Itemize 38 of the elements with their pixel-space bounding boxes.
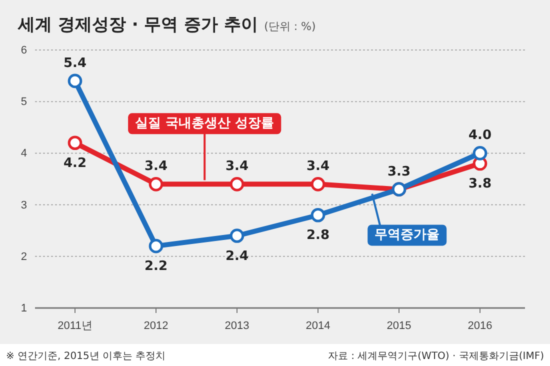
- x-tick-label: 2015: [386, 320, 412, 332]
- x-tick-label: 2011년: [58, 320, 92, 332]
- point: [230, 228, 244, 243]
- y-tick-label: 2: [20, 250, 27, 263]
- x-tick-label: 2013: [224, 320, 250, 332]
- point: [68, 136, 82, 150]
- data-label: 4.0: [468, 128, 492, 144]
- point: [310, 177, 326, 192]
- data-label: 5.4: [63, 56, 87, 71]
- x-tick-label: 2014: [306, 320, 330, 332]
- chart-title: 세계 경제성장 · 무역 증가 추이: [17, 15, 258, 35]
- point: [148, 238, 164, 254]
- point: [310, 208, 326, 222]
- data-label: 2.8: [306, 228, 330, 244]
- data-label: 2.2: [144, 259, 168, 274]
- y-tick-label: 1: [20, 302, 27, 315]
- x-tick-label: 2012: [144, 320, 168, 332]
- y-tick-label: 6: [20, 44, 27, 57]
- data-label: 4.2: [63, 156, 87, 171]
- y-tick-label: 5: [20, 96, 27, 108]
- x-tick-label: 2016: [468, 320, 492, 332]
- data-label: 3.8: [468, 176, 492, 192]
- chart-subtitle: (단위 : %): [264, 20, 316, 33]
- y-tick-label: 4: [20, 148, 27, 160]
- data-label: 3.4: [306, 159, 330, 174]
- text: 자료 : 세계무역기구(WTO) · 국제통화기금(IMF): [328, 351, 544, 362]
- point: [472, 146, 488, 160]
- y-tick-label: 3: [20, 199, 27, 212]
- text: 무역증가율: [374, 228, 440, 243]
- point: [230, 177, 244, 192]
- point: [68, 74, 82, 88]
- data-label: 3.4: [144, 159, 168, 174]
- data-label: 3.3: [387, 164, 411, 180]
- text: 실질 국내총생산 성장률: [135, 116, 274, 132]
- data-label: 2.4: [225, 248, 249, 264]
- point: [148, 177, 164, 192]
- data-label: 3.4: [225, 159, 249, 174]
- text: ※ 연간기준, 2015년 이후는 추정치: [6, 351, 166, 362]
